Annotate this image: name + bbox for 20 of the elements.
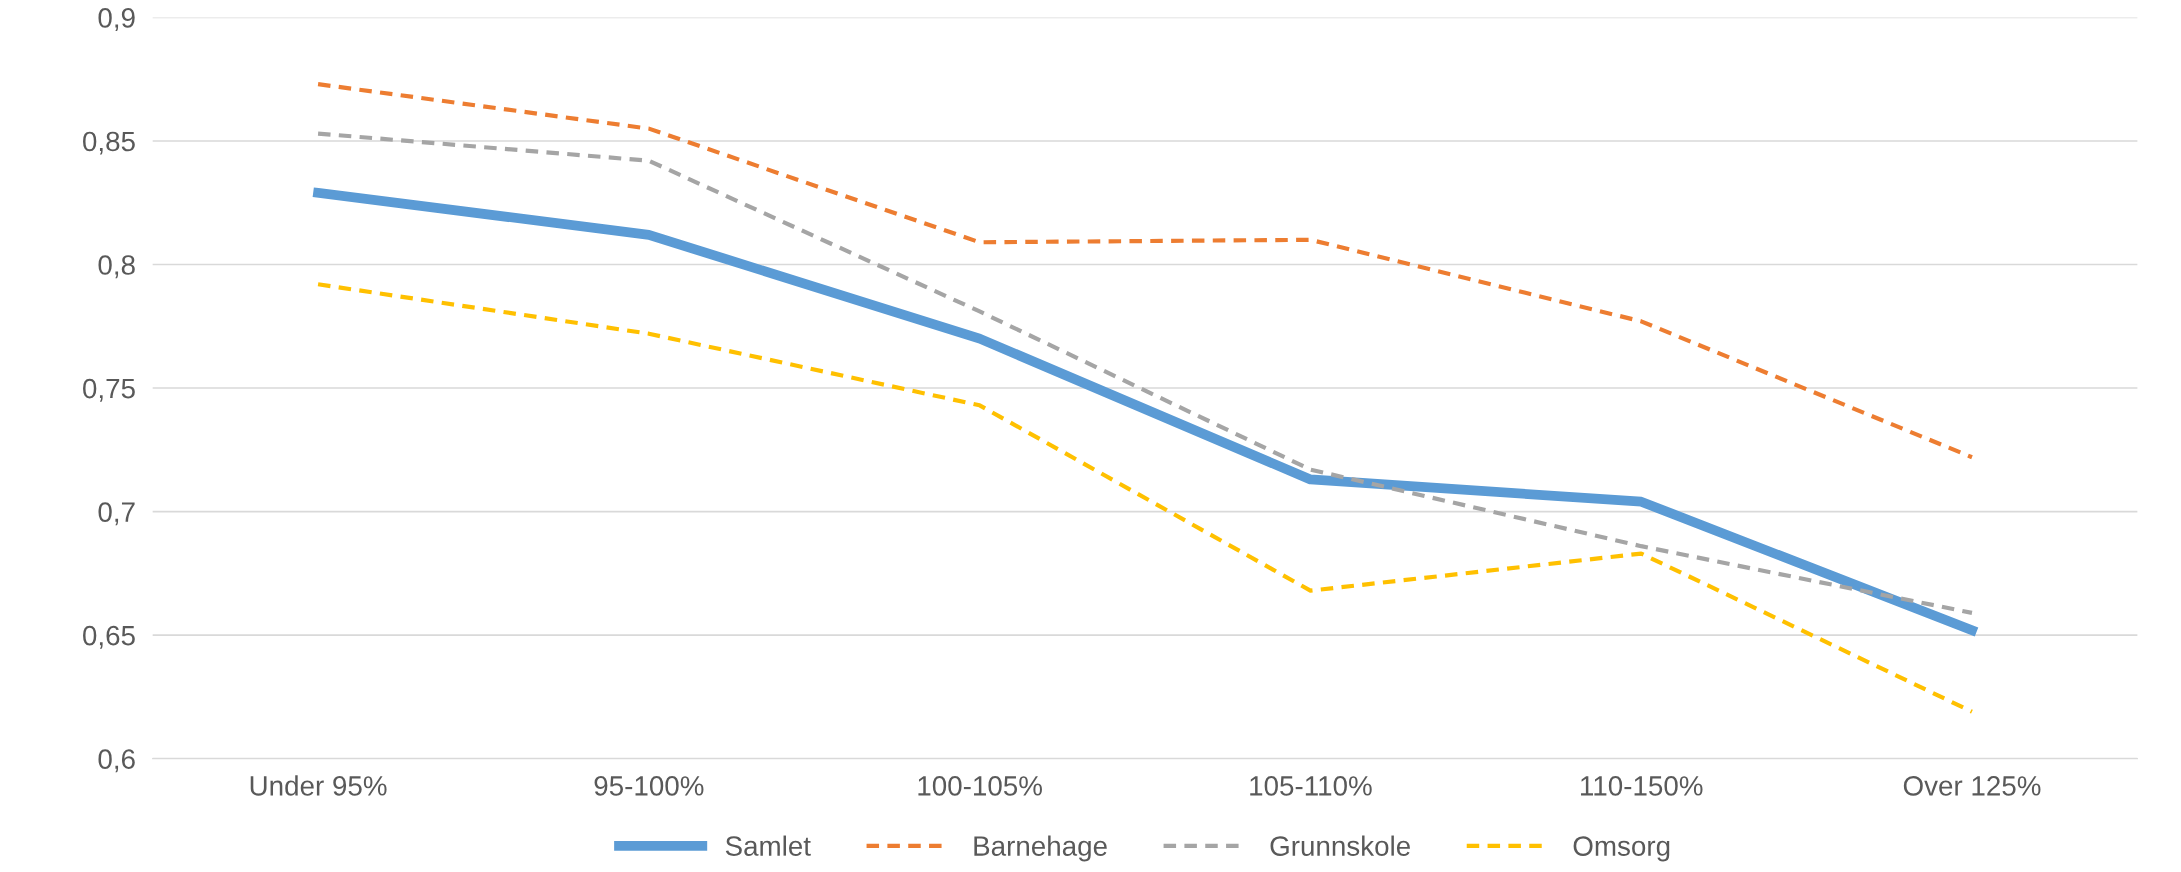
legend-label: Omsorg xyxy=(1573,836,1670,862)
x-tick-label: 110-150% xyxy=(1581,776,1703,796)
line-series xyxy=(315,82,1975,460)
y-tick-label: 0,6 xyxy=(98,749,135,773)
y-tick-label: 0,9 xyxy=(98,8,135,32)
x-tick-label: 105-110% xyxy=(1250,776,1372,796)
x-tick-label: Under 95% xyxy=(250,775,387,796)
legend-label: Samlet xyxy=(725,835,811,856)
y-tick-label: 0,65 xyxy=(83,625,135,649)
line-series xyxy=(315,282,1975,714)
line-series xyxy=(315,131,1975,615)
legend-label: Grunnskole xyxy=(1270,835,1410,856)
y-tick-label: 0,7 xyxy=(98,502,135,526)
x-tick-label: 100-105% xyxy=(918,776,1042,796)
x-tick-label: 95-100% xyxy=(594,776,704,796)
legend-label: Barnehage xyxy=(974,835,1107,862)
y-tick-label: 0,8 xyxy=(98,255,135,279)
x-tick-label: Over 125% xyxy=(1903,776,2041,796)
y-tick-label: 0,75 xyxy=(83,378,135,402)
y-tick-label: 0,85 xyxy=(83,131,135,155)
